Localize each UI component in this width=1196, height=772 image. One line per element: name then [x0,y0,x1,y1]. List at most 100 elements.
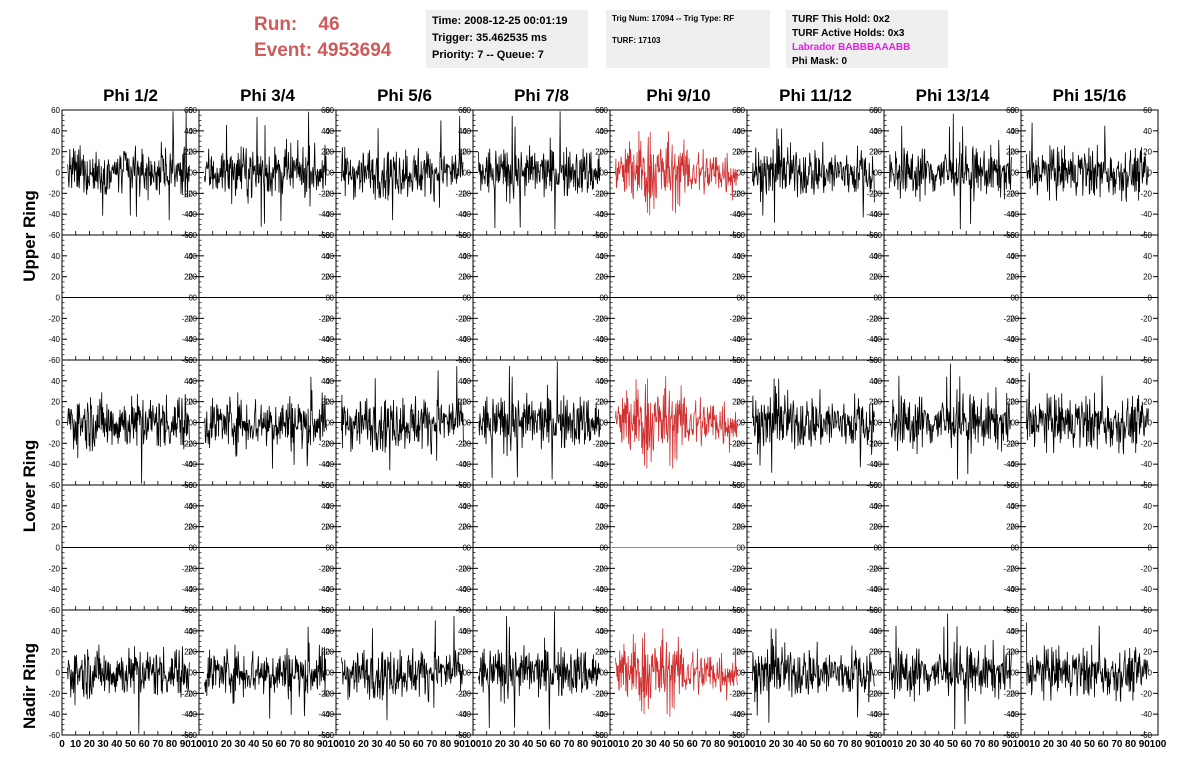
y-tick-label-right: 0 [1011,169,1016,178]
y-tick-label-right: -40 [1140,460,1152,469]
y-tick-label-right: 40 [184,377,193,386]
y-tick-label-right: 40 [458,127,467,136]
y-tick-label: 60 [1010,106,1019,115]
y-tick-label: 20 [462,148,471,157]
x-tick-label: 40 [522,739,534,750]
y-tick-label: -20 [48,689,60,698]
y-tick-label-right: 20 [869,648,878,657]
waveform-trace [478,111,601,230]
waveform-trace [67,644,190,734]
y-tick-label-right: -40 [729,710,741,719]
x-tick-label: 10 [755,739,767,750]
waveform-trace [752,128,875,223]
y-tick-label-right: 0 [874,169,879,178]
y-tick-label-right: 20 [595,148,604,157]
y-tick-label-right: -40 [1140,335,1152,344]
y-tick-label: 40 [1010,127,1019,136]
y-tick-label: 0 [878,169,883,178]
x-tick-label: 0 [744,739,750,750]
y-tick-label: 40 [51,627,60,636]
y-tick-label: -20 [322,564,334,573]
waveform-trace [1026,622,1149,702]
waveform-trace [752,628,875,723]
waveform-trace [67,392,190,484]
y-tick-label: 40 [736,252,745,261]
waveform-trace [341,365,464,471]
y-tick-label-right: -40 [318,585,330,594]
waveform-trace [341,615,464,721]
y-tick-label: 20 [736,398,745,407]
x-tick-label: 80 [577,739,589,750]
y-tick-label: -20 [48,314,60,323]
y-tick-label-right: 20 [732,148,741,157]
y-tick-label-right: 20 [869,148,878,157]
y-tick-label-right: 0 [189,169,194,178]
y-tick-label: -60 [733,731,745,740]
y-tick-label: 40 [599,627,608,636]
y-tick-label: -20 [459,439,471,448]
y-tick-label: 20 [599,523,608,532]
y-tick-label: 0 [604,419,609,428]
y-tick-label-right: 20 [184,523,193,532]
y-tick-label: 0 [193,419,198,428]
y-tick-label: 0 [467,169,472,178]
event-value: 4953694 [317,40,392,61]
y-tick-label: -60 [459,731,471,740]
y-tick-label-right: 40 [732,627,741,636]
x-tick-label: 90 [454,739,466,750]
y-tick-label: -40 [48,585,60,594]
y-tick-label-right: -20 [729,689,741,698]
y-tick-label-right: 20 [869,398,878,407]
y-tick-label-right: -60 [181,731,193,740]
y-tick-label-right: -20 [318,439,330,448]
y-tick-label-right: 20 [732,398,741,407]
y-tick-label: -20 [322,314,334,323]
y-tick-label: -20 [1007,564,1019,573]
y-tick-label-right: -20 [181,314,193,323]
x-tick-label: 40 [248,739,260,750]
phi-header-5: Phi 9/10 [646,86,711,105]
y-tick-label-right: 40 [595,502,604,511]
y-tick-label-right: 40 [869,377,878,386]
y-tick-label: 20 [736,648,745,657]
y-tick-label: -20 [322,689,334,698]
y-tick-label: -20 [185,689,197,698]
y-tick-label-right: 40 [184,627,193,636]
x-tick-label: 90 [317,739,329,750]
x-tick-label: 20 [632,739,644,750]
y-tick-label-right: 0 [189,419,194,428]
y-tick-label-right: 0 [1148,169,1153,178]
y-tick-label: -40 [459,710,471,719]
y-tick-label: 40 [51,252,60,261]
x-tick-label: 50 [262,739,274,750]
y-tick-label-right: 20 [184,148,193,157]
y-tick-label: 20 [873,648,882,657]
y-tick-label-right: 40 [458,627,467,636]
y-tick-label: 20 [462,648,471,657]
y-tick-label-right: -20 [866,564,878,573]
trigger-info-box: Trig Num: 17094 -- Trig Type: RF TURF: 1… [606,10,770,68]
x-tick-label: 10 [892,739,904,750]
y-tick-label: 40 [325,502,334,511]
y-tick-label: -40 [322,585,334,594]
time-info-box: Time: 2008-12-25 00:01:19 Trigger: 35.46… [426,10,588,68]
y-tick-label: -40 [733,335,745,344]
y-tick-label-right: 20 [458,523,467,532]
y-tick-label-right: 20 [732,273,741,282]
y-tick-label-right: 40 [732,127,741,136]
y-tick-label: -20 [1007,314,1019,323]
y-tick-label-right: -40 [1140,210,1152,219]
y-tick-label: -20 [1007,189,1019,198]
y-tick-label-right: 20 [321,523,330,532]
x-tick-label: 80 [166,739,178,750]
y-tick-label-right: 40 [1143,377,1152,386]
phi-headers: Phi 1/2 Phi 3/4 Phi 5/6 Phi 7/8 Phi 9/10… [62,86,1158,108]
x-tick-label: 100 [465,739,482,750]
y-tick-label: -20 [48,439,60,448]
run-value: 46 [318,14,340,35]
x-tick-label: 80 [440,739,452,750]
y-tick-label-right: 60 [869,106,878,115]
y-tick-label-right: 40 [732,252,741,261]
x-tick-label: 60 [276,739,288,750]
y-tick-label-right: 20 [1143,523,1152,532]
